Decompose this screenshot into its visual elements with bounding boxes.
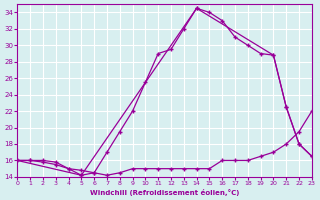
X-axis label: Windchill (Refroidissement éolien,°C): Windchill (Refroidissement éolien,°C) [90, 189, 239, 196]
